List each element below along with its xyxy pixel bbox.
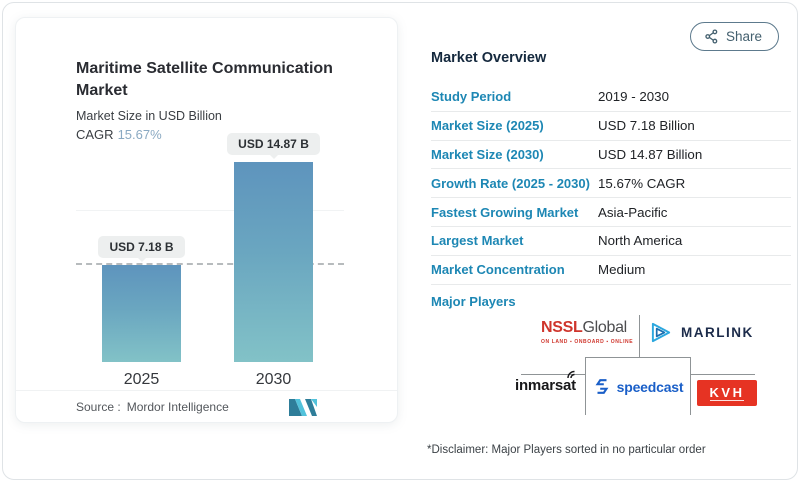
kvh-text: KVH	[710, 386, 745, 401]
overview-table: Study Period 2019 - 2030 Market Size (20…	[431, 83, 791, 285]
row-value: 2019 - 2030	[598, 89, 669, 104]
x-axis-label-2025: 2025	[102, 371, 181, 389]
bar-rect-2025	[102, 265, 181, 362]
mordor-intelligence-logo-icon	[289, 398, 317, 416]
overview-heading: Market Overview	[431, 50, 546, 66]
table-row: Largest Market North America	[431, 227, 791, 256]
speedcast-s-icon	[593, 377, 611, 396]
row-label: Largest Market	[431, 233, 598, 248]
source-label: Source :	[76, 400, 121, 414]
nssl-rest-text: Global	[582, 319, 626, 336]
table-row: Growth Rate (2025 - 2030) 15.67% CAGR	[431, 169, 791, 198]
inmarsat-signal-icon	[565, 369, 578, 380]
nsslglobal-logo: NSSLGlobal ON LAND ▪ ONBOARD ▪ ONLINE	[541, 319, 633, 345]
source-text: Source : Mordor Intelligence	[76, 400, 229, 414]
bar-value-label-2025: USD 7.18 B	[98, 236, 184, 258]
row-label: Growth Rate (2025 - 2030)	[431, 176, 598, 191]
nssl-tagline: ON LAND ▪ ONBOARD ▪ ONLINE	[541, 339, 633, 345]
nssl-bold-text: NSSL	[541, 319, 582, 336]
chart-title: Maritime Satellite Communication Market	[76, 58, 346, 102]
chart-card: Maritime Satellite Communication Market …	[15, 17, 398, 423]
bar-group-2030: USD 14.87 B	[234, 133, 313, 362]
row-label: Market Size (2025)	[431, 118, 598, 133]
bar-value-label-2030: USD 14.87 B	[227, 133, 320, 155]
table-row: Market Size (2025) USD 7.18 Billion	[431, 112, 791, 141]
share-icon	[704, 29, 719, 44]
share-button[interactable]: Share	[690, 22, 779, 51]
speedcast-logo: speedcast	[585, 357, 691, 415]
chart-subtitle: Market Size in USD Billion	[76, 109, 356, 123]
bar-rect-2030	[234, 162, 313, 362]
marlink-text: MARLINK	[681, 325, 754, 340]
table-row: Market Size (2030) USD 14.87 Billion	[431, 141, 791, 170]
major-players-label: Major Players	[431, 294, 516, 309]
bar-group-2025: USD 7.18 B	[102, 236, 181, 362]
table-row: Market Concentration Medium	[431, 256, 791, 285]
row-value: USD 14.87 Billion	[598, 147, 702, 162]
table-row: Study Period 2019 - 2030	[431, 83, 791, 112]
marlink-logo: MARLINK	[649, 321, 754, 344]
chart-footer: Source : Mordor Intelligence	[16, 390, 397, 423]
row-label: Market Concentration	[431, 262, 598, 277]
source-value: Mordor Intelligence	[127, 400, 229, 414]
market-overview-panel: Share Market Overview Study Period 2019 …	[415, 3, 800, 485]
row-value: Medium	[598, 262, 645, 277]
player-divider-right	[691, 374, 755, 375]
chart-header: Maritime Satellite Communication Market …	[76, 58, 356, 142]
player-divider-vertical	[639, 315, 640, 357]
marlink-triangle-icon	[649, 321, 674, 344]
speedcast-text: speedcast	[617, 379, 684, 395]
bar-chart: USD 7.18 B USD 14.87 B 2025 2030	[76, 134, 344, 362]
row-label: Fastest Growing Market	[431, 205, 598, 220]
kvh-logo: KVH	[697, 380, 757, 406]
row-label: Market Size (2030)	[431, 147, 598, 162]
row-value: USD 7.18 Billion	[598, 118, 695, 133]
row-value: 15.67% CAGR	[598, 176, 685, 191]
disclaimer-text: *Disclaimer: Major Players sorted in no …	[427, 444, 706, 456]
table-row: Fastest Growing Market Asia-Pacific	[431, 198, 791, 227]
row-value: North America	[598, 233, 682, 248]
row-value: Asia-Pacific	[598, 205, 667, 220]
inmarsat-logo: inmarsat	[515, 377, 576, 395]
row-label: Study Period	[431, 89, 598, 104]
x-axis-label-2030: 2030	[234, 371, 313, 389]
share-label: Share	[726, 29, 762, 44]
